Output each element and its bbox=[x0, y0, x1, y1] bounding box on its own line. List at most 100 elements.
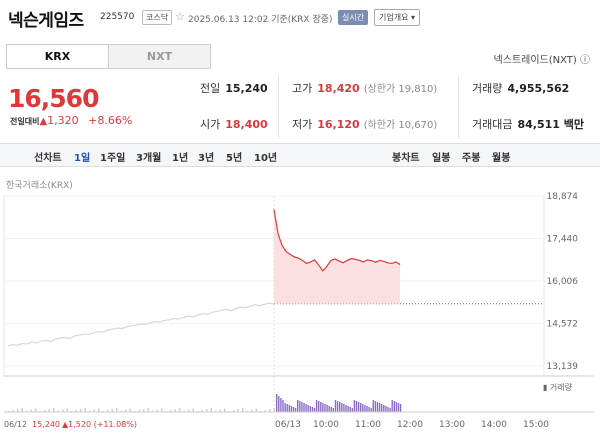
period-1d[interactable]: 1일 bbox=[74, 153, 91, 164]
volume-bar bbox=[318, 401, 320, 412]
volume-bar bbox=[387, 407, 389, 412]
y-tick-label: 14,572 bbox=[547, 320, 579, 330]
volume-bar bbox=[372, 400, 374, 412]
volume-bar bbox=[30, 409, 32, 412]
volume-bar bbox=[93, 409, 95, 412]
volume-bar bbox=[353, 400, 356, 412]
volume-bar bbox=[349, 407, 351, 412]
volume-bar bbox=[17, 409, 19, 412]
volume-bar bbox=[297, 400, 299, 412]
volume-bar bbox=[328, 406, 330, 412]
volume-bar bbox=[264, 410, 266, 412]
volume-bar bbox=[385, 406, 387, 412]
weekly-candle[interactable]: 주봉 bbox=[462, 153, 481, 164]
company-overview-button[interactable]: 기업개요 ▾ bbox=[374, 9, 420, 26]
volume-bar bbox=[107, 410, 109, 412]
price-chart[interactable]: 18,874 17,440 16,006 14,572 13,139 ▮ 거래량 06/… bbox=[0, 186, 600, 445]
volume-bar bbox=[303, 403, 305, 412]
period-1y[interactable]: 1년 bbox=[172, 153, 189, 164]
volume-bar bbox=[179, 408, 181, 412]
volume-bar bbox=[80, 409, 82, 412]
period-1w[interactable]: 1주일 bbox=[100, 153, 126, 164]
volume-bar bbox=[237, 409, 239, 412]
x-tick-label: 13:00 bbox=[439, 420, 465, 430]
volume-bar bbox=[399, 404, 402, 412]
current-price: 16,560 bbox=[8, 84, 99, 113]
bottom-change: ▲1,520 (+11.08%) bbox=[62, 420, 137, 429]
y-tick-label: 16,006 bbox=[547, 277, 579, 287]
volume-bar bbox=[44, 410, 46, 412]
x-tick-label: 14:00 bbox=[481, 420, 507, 430]
volume-bar bbox=[326, 405, 328, 412]
candle-chart-label: 봉차트 bbox=[392, 153, 420, 164]
period-10y[interactable]: 10년 bbox=[254, 153, 278, 164]
volume-bar bbox=[273, 408, 275, 412]
stock-name: 넥슨게임즈 bbox=[8, 11, 84, 31]
bottom-price: 15,240 bbox=[32, 420, 60, 429]
chart-toolbar: 선차트 1일 1주일 3개월 1년 3년 5년 10년 봉차트 일봉 주봉 월봉 bbox=[0, 143, 600, 167]
volume-bar bbox=[152, 410, 154, 412]
volume-bar bbox=[395, 402, 398, 412]
tab-krx[interactable]: KRX bbox=[7, 45, 108, 68]
volume-bar bbox=[188, 409, 190, 412]
tab-nxt[interactable]: NXT bbox=[108, 45, 210, 68]
volume-bar bbox=[242, 408, 244, 412]
high-price: 고가 18,420 (상한가 19,810) bbox=[292, 82, 438, 95]
nextrade-link[interactable]: 넥스트레이드(NXT) ⓘ bbox=[493, 55, 590, 66]
volume-bar bbox=[26, 410, 28, 412]
trade-amount: 거래대금 84,511 백만 bbox=[472, 118, 585, 131]
volume: 거래량 4,955,562 bbox=[472, 82, 570, 95]
star-icon[interactable]: ☆ bbox=[175, 10, 185, 23]
volume-bar bbox=[309, 406, 311, 412]
volume-bar bbox=[391, 400, 393, 412]
volume-bar bbox=[233, 410, 235, 412]
open-price: 시가 18,400 bbox=[200, 118, 268, 131]
volume-bar bbox=[339, 402, 341, 412]
x-tick-label: 06/13 bbox=[275, 420, 301, 430]
divider bbox=[278, 76, 279, 138]
volume-bar bbox=[120, 410, 122, 412]
period-3y[interactable]: 3년 bbox=[198, 153, 215, 164]
realtime-badge[interactable]: 실시간 bbox=[338, 10, 369, 25]
volume-bar bbox=[183, 410, 185, 412]
volume-bar bbox=[370, 408, 372, 412]
volume-bar bbox=[381, 404, 383, 412]
volume-bar bbox=[251, 409, 253, 412]
period-3m[interactable]: 3개월 bbox=[136, 153, 162, 164]
volume-bar bbox=[75, 410, 77, 412]
daily-candle[interactable]: 일봉 bbox=[432, 153, 451, 164]
monthly-candle[interactable]: 월봉 bbox=[492, 153, 511, 164]
period-5y[interactable]: 5년 bbox=[226, 153, 243, 164]
volume-bar bbox=[62, 409, 64, 412]
x-tick-label: 11:00 bbox=[355, 420, 381, 430]
stock-code: 225570 bbox=[100, 12, 135, 22]
volume-bar bbox=[192, 408, 194, 412]
exchange-label: 한국거래소(KRX) bbox=[6, 181, 73, 191]
today-session-area bbox=[273, 209, 401, 304]
volume-bar bbox=[138, 410, 140, 412]
volume-bar bbox=[311, 407, 314, 412]
volume-bar bbox=[393, 401, 395, 412]
volume-bar bbox=[364, 405, 366, 412]
volume-bar bbox=[357, 402, 360, 412]
bottom-date: 06/12 bbox=[4, 420, 27, 429]
divider bbox=[458, 76, 459, 138]
volume-bar bbox=[305, 404, 307, 412]
y-axis-ticks: 18,874 17,440 16,006 14,572 13,139 bbox=[547, 192, 579, 372]
volume-bar bbox=[336, 401, 339, 412]
volume-bar bbox=[215, 410, 217, 412]
stock-header: 넥슨게임즈 225570 코스닥 ☆ 2025.06.13 12:02 기준(K… bbox=[0, 0, 600, 32]
volume-bar bbox=[278, 396, 280, 412]
volume-bar bbox=[315, 400, 318, 412]
change-label: 전일대비 bbox=[10, 117, 40, 126]
timestamp: 2025.06.13 12:02 기준(KRX 장중) bbox=[188, 15, 333, 25]
volume-bar bbox=[322, 403, 324, 412]
volume-bar bbox=[378, 403, 381, 412]
x-tick-label: 10:00 bbox=[313, 420, 339, 430]
today-session-line bbox=[273, 209, 401, 272]
volume-bar bbox=[294, 408, 297, 412]
volume-bar bbox=[301, 402, 303, 412]
volume-bar bbox=[351, 408, 353, 412]
volume-bar bbox=[125, 409, 127, 412]
volume-bar bbox=[161, 408, 163, 412]
